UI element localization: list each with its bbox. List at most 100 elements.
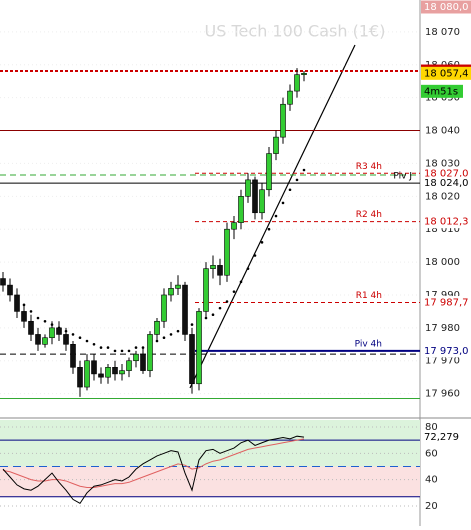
y-tick-label: 60 [425, 448, 438, 459]
price-box-label: 18 057,4 [424, 68, 469, 79]
price-box-label: 18 024,0 [424, 178, 469, 189]
candle-body [21, 311, 27, 322]
candle-body [231, 222, 237, 230]
candle-body [245, 179, 251, 197]
ma-dot [127, 349, 131, 353]
price-box [421, 296, 471, 310]
candle-body [112, 367, 118, 375]
candle-body [168, 288, 174, 296]
ma-dot [225, 300, 229, 303]
candle-body [56, 327, 62, 335]
ma-dot [190, 323, 194, 326]
price-box-label: 17 973,0 [424, 346, 469, 357]
ma-dot [274, 214, 278, 218]
pivot-name: R1 4h [356, 291, 382, 301]
price-box [421, 66, 471, 80]
candle-body [91, 360, 97, 375]
ma-dot [239, 280, 243, 284]
ma-dot [267, 227, 271, 231]
ma-dot [260, 241, 264, 244]
candle-body [63, 334, 69, 345]
pivot-name: R2 4h [356, 210, 382, 220]
candle-body [42, 337, 48, 345]
candle-body [273, 136, 279, 154]
y-tick-label: 18 040 [425, 126, 460, 137]
price-box [421, 166, 471, 180]
candle-body [196, 311, 202, 385]
candle-body [203, 268, 209, 312]
y-tick-label: 17 990 [425, 290, 460, 301]
price-box-label: 18 027,0 [424, 168, 469, 179]
ma-dot [92, 342, 96, 346]
candle-body [175, 284, 181, 289]
candle-body [224, 228, 230, 276]
y-tick-label: 18 000 [425, 257, 460, 268]
zone [0, 466, 420, 497]
ma-dot [232, 290, 236, 293]
ma-dot [162, 336, 166, 340]
pivot-name: Piv 4h [355, 339, 382, 349]
y-tick-label: 17 980 [425, 323, 460, 334]
candle-body [35, 334, 41, 345]
price-box [421, 0, 471, 14]
candle-body [0, 278, 6, 286]
osc-line [2, 438, 305, 489]
ma-dot [43, 319, 47, 323]
ma-dot [211, 313, 215, 317]
ma-dot [302, 168, 306, 172]
candle-body [70, 343, 76, 368]
candle-body [287, 90, 293, 105]
candle-body [126, 360, 132, 371]
ma-dot [113, 349, 117, 353]
price-box-label: 18 080,0 [424, 2, 469, 13]
ma-dot [295, 178, 299, 182]
timer: 4m51s [424, 86, 458, 97]
price-box [421, 344, 471, 358]
y-tick-label: 18 020 [425, 191, 460, 202]
candle-body [266, 153, 272, 191]
price-box-label: 72,279 [424, 432, 459, 443]
candle-body [259, 189, 265, 214]
pivot-name: R3 4h [356, 162, 382, 172]
y-tick-label: 18 070 [425, 27, 460, 38]
candle-body [280, 103, 286, 138]
candle-body [140, 353, 146, 371]
candle-body [154, 320, 160, 335]
y-tick-label: 20 [425, 501, 438, 512]
y-tick-label: 40 [425, 475, 438, 486]
ma-dot [71, 333, 75, 336]
y-tick-label: 80 [425, 422, 438, 433]
ma-dot [78, 336, 82, 340]
ma-dot [29, 310, 33, 313]
candle-body [294, 74, 300, 92]
candle-body [133, 353, 139, 362]
candle-body [119, 370, 125, 375]
candle-body [14, 294, 20, 312]
price-box-label: 18 012,3 [424, 217, 469, 228]
price-box [421, 176, 471, 190]
candle-body [217, 265, 223, 276]
y-tick-label: 18 030 [425, 158, 460, 169]
ma-dot [169, 333, 173, 336]
price-box-label: 17 987,7 [424, 298, 469, 309]
ma-dot [106, 346, 110, 349]
price-box [421, 430, 471, 444]
price-box [421, 215, 471, 229]
y-tick-label: 17 970 [425, 356, 460, 367]
ma-dot [120, 349, 124, 353]
candle-body [182, 284, 188, 335]
zone [0, 420, 420, 467]
candle-body [7, 284, 13, 296]
timer-box [421, 84, 463, 98]
y-tick-label: 18 050 [425, 93, 460, 104]
candle-body [301, 73, 307, 75]
candle-body [210, 265, 216, 269]
candle-body [98, 373, 104, 378]
ma-dot [176, 329, 180, 333]
candle-body [238, 196, 244, 223]
ma-dot [85, 339, 89, 343]
trend-line [189, 44, 356, 389]
ma-dot [218, 306, 222, 310]
y-tick-label: 17 960 [425, 389, 460, 400]
